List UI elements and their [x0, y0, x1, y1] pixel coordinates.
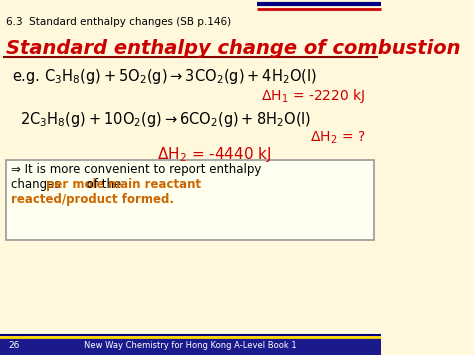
Text: New Way Chemistry for Hong Kong A-Level Book 1: New Way Chemistry for Hong Kong A-Level …: [84, 342, 297, 350]
Text: changes: changes: [11, 178, 64, 191]
Text: 6.3  Standard enthalpy changes (SB p.146): 6.3 Standard enthalpy changes (SB p.146): [7, 17, 232, 27]
Bar: [0, 337, 381, 355]
Text: 26: 26: [8, 342, 19, 350]
Text: $\mathregular{2C_3H_8(g) + 10O_2(g) \rightarrow 6CO_2(g) + 8H_2O(l)}$: $\mathregular{2C_3H_8(g) + 10O_2(g) \rig…: [20, 110, 311, 129]
Text: reacted/product formed.: reacted/product formed.: [11, 193, 174, 206]
Text: e.g. $\mathregular{C_3H_8(g) + 5O_2(g) \rightarrow 3CO_2(g) + 4H_2O(l)}$: e.g. $\mathregular{C_3H_8(g) + 5O_2(g) \…: [12, 67, 317, 86]
FancyBboxPatch shape: [7, 160, 374, 240]
Text: per mole: per mole: [46, 178, 104, 191]
Text: ⇒ It is more convenient to report enthalpy: ⇒ It is more convenient to report enthal…: [11, 163, 262, 176]
Text: $\mathregular{\Delta H_2}$ = ?: $\mathregular{\Delta H_2}$ = ?: [310, 130, 365, 146]
Text: of the: of the: [83, 178, 125, 191]
Text: Standard enthalpy change of combustion: Standard enthalpy change of combustion: [7, 39, 461, 58]
Text: main reactant: main reactant: [109, 178, 201, 191]
Text: $\mathregular{\Delta H_1}$ = -2220 kJ: $\mathregular{\Delta H_1}$ = -2220 kJ: [261, 87, 365, 105]
Text: $\mathregular{\Delta H_2}$ = -4440 kJ: $\mathregular{\Delta H_2}$ = -4440 kJ: [156, 145, 271, 164]
